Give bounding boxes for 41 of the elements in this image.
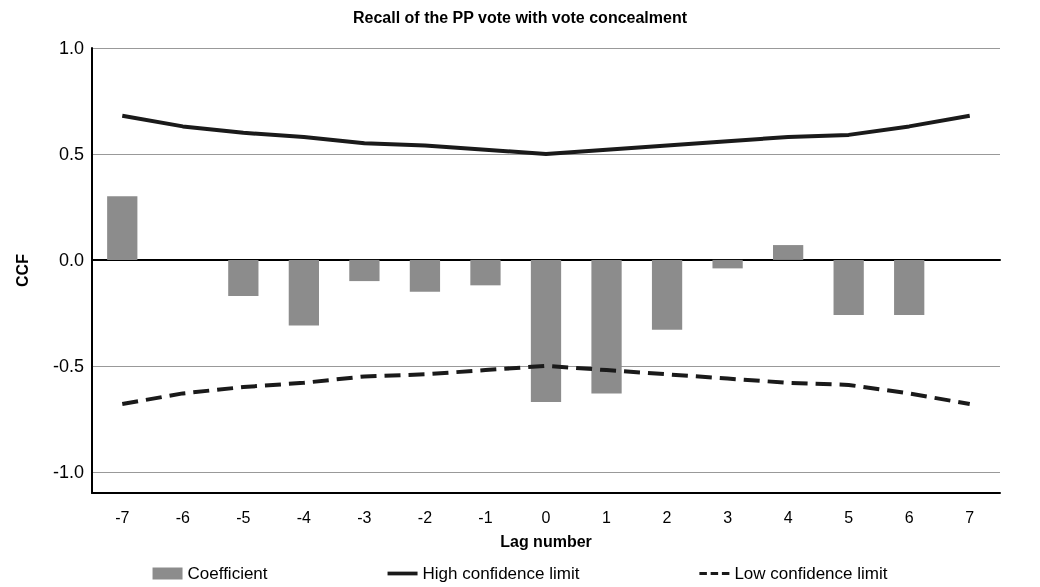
legend-label: High confidence limit — [422, 564, 580, 583]
x-tick-label: -7 — [115, 508, 130, 526]
y-axis-title: CCF — [13, 253, 31, 287]
x-tick-label: 1 — [602, 508, 612, 526]
x-tick-label: -2 — [417, 508, 433, 526]
legend-label: Low confidence limit — [734, 564, 888, 583]
x-tick-label: 5 — [844, 508, 854, 526]
y-tick-label: 0.0 — [58, 249, 84, 270]
bar — [530, 259, 562, 402]
x-tick-label: -5 — [236, 508, 251, 526]
line-series — [120, 363, 972, 406]
x-tick-label: 3 — [723, 508, 733, 526]
bar — [591, 259, 622, 394]
x-tick-label: 0 — [541, 508, 551, 526]
y-tick-label: -1.0 — [52, 461, 84, 482]
x-tick-label: -3 — [357, 508, 372, 526]
bar — [651, 259, 683, 330]
bar — [288, 259, 319, 326]
bar — [107, 196, 138, 260]
bar — [894, 259, 925, 315]
x-tick-label: 4 — [783, 508, 793, 526]
bar — [470, 259, 501, 286]
y-tick-label: 0.5 — [58, 143, 84, 164]
bar — [349, 259, 380, 282]
x-tick-label: -1 — [478, 508, 493, 526]
x-tick-label: -4 — [296, 508, 312, 526]
bar — [409, 259, 441, 292]
bar — [228, 259, 259, 296]
line-series — [120, 113, 972, 156]
bar — [833, 259, 864, 315]
legend-label: Coefficient — [187, 564, 268, 583]
x-tick-label: 6 — [904, 508, 914, 526]
chart-title: Recall of the PP vote with vote concealment — [352, 8, 688, 26]
x-tick-label: 2 — [662, 508, 672, 526]
y-tick-label: 1.0 — [58, 38, 84, 58]
y-tick-label: -0.5 — [52, 355, 84, 376]
bar — [773, 245, 804, 260]
x-axis-title: Lag number — [500, 532, 592, 550]
x-tick-label: -6 — [175, 508, 191, 526]
bar — [712, 259, 743, 269]
x-tick-label: 7 — [965, 508, 975, 526]
